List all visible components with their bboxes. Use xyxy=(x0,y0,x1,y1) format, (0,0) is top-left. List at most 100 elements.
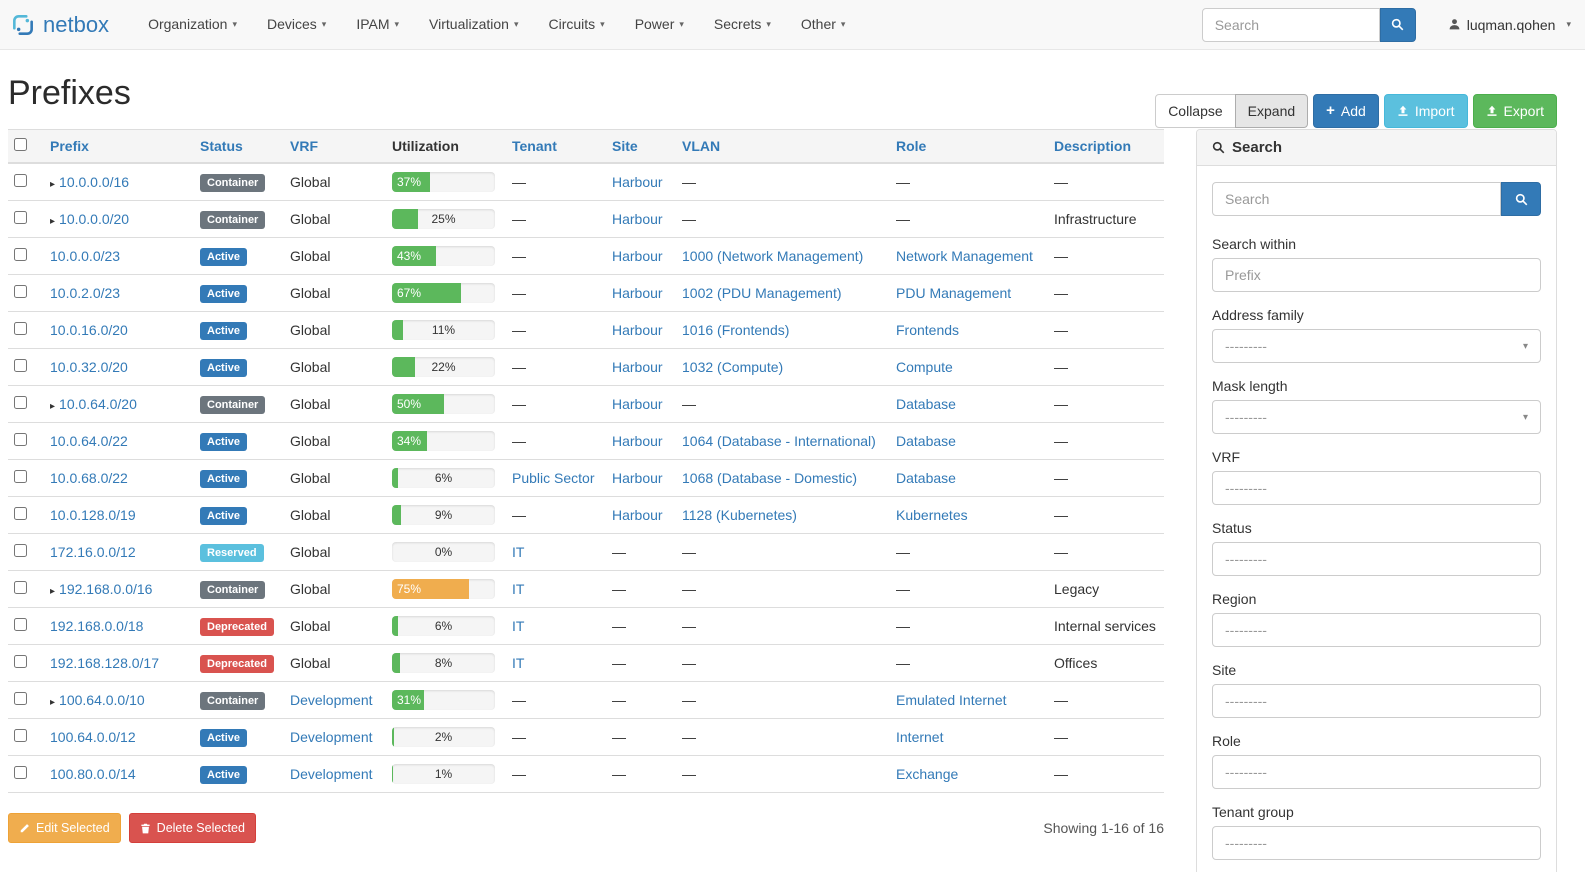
prefix-link[interactable]: 100.64.0.0/12 xyxy=(50,729,136,745)
column-header-site[interactable]: Site xyxy=(606,129,676,164)
nav-menu-power[interactable]: Power ▾ xyxy=(634,15,684,32)
prefix-link[interactable]: 10.0.32.0/20 xyxy=(50,359,128,375)
vrf-link[interactable]: Development xyxy=(290,766,373,782)
nav-menu-virtualization[interactable]: Virtualization ▾ xyxy=(429,15,519,32)
filter-input-search-within[interactable] xyxy=(1212,258,1541,292)
prefix-link[interactable]: 192.168.0.0/16 xyxy=(59,581,153,597)
nav-menu-organization[interactable]: Organization ▾ xyxy=(148,15,237,32)
filter-select-site[interactable]: --------- xyxy=(1212,684,1541,718)
tenant-link[interactable]: IT xyxy=(512,581,525,597)
site-link[interactable]: Harbour xyxy=(612,211,663,227)
prefix-link[interactable]: 10.0.2.0/23 xyxy=(50,285,121,301)
prefix-link[interactable]: 192.168.0.0/18 xyxy=(50,618,144,634)
row-checkbox[interactable] xyxy=(14,766,27,779)
row-checkbox[interactable] xyxy=(14,618,27,631)
prefix-link[interactable]: 10.0.0.0/23 xyxy=(50,248,121,264)
expand-children-icon[interactable]: ▸ xyxy=(50,179,56,190)
role-link[interactable]: Database xyxy=(896,470,956,486)
site-link[interactable]: Harbour xyxy=(612,396,663,412)
vrf-link[interactable]: Development xyxy=(290,692,373,708)
column-header-prefix[interactable]: Prefix xyxy=(44,129,194,164)
role-link[interactable]: Exchange xyxy=(896,766,959,782)
row-checkbox[interactable] xyxy=(14,248,27,261)
row-checkbox[interactable] xyxy=(14,507,27,520)
prefix-link[interactable]: 10.0.0.0/16 xyxy=(59,174,130,190)
row-checkbox[interactable] xyxy=(14,285,27,298)
role-link[interactable]: Frontends xyxy=(896,322,960,338)
navbar-search-button[interactable] xyxy=(1379,7,1416,42)
row-checkbox[interactable] xyxy=(14,359,27,372)
sidebar-search-button[interactable] xyxy=(1501,182,1541,216)
prefix-link[interactable]: 100.64.0.0/10 xyxy=(59,692,145,708)
delete-selected-button[interactable]: Delete Selected xyxy=(128,813,256,843)
role-link[interactable]: Network Management xyxy=(896,248,1033,264)
row-checkbox[interactable] xyxy=(14,174,27,187)
site-link[interactable]: Harbour xyxy=(612,248,663,264)
nav-menu-devices[interactable]: Devices ▾ xyxy=(266,15,327,32)
vlan-link[interactable]: 1128 (Kubernetes) xyxy=(682,507,797,523)
row-checkbox[interactable] xyxy=(14,729,27,742)
prefix-link[interactable]: 10.0.16.0/20 xyxy=(50,322,128,338)
column-header-description[interactable]: Description xyxy=(1048,129,1164,164)
column-header-status[interactable]: Status xyxy=(194,129,284,164)
prefix-link[interactable]: 172.16.0.0/12 xyxy=(50,544,136,560)
site-link[interactable]: Harbour xyxy=(612,507,663,523)
user-menu[interactable]: luqman.qohen ▾ xyxy=(1448,17,1571,33)
expand-children-icon[interactable]: ▸ xyxy=(50,586,56,597)
role-link[interactable]: Database xyxy=(896,396,956,412)
row-checkbox[interactable] xyxy=(14,322,27,335)
tenant-link[interactable]: IT xyxy=(512,618,525,634)
navbar-search-input[interactable] xyxy=(1201,7,1380,42)
tenant-link[interactable]: IT xyxy=(512,655,525,671)
filter-select-mask-length[interactable]: --------- ▾ xyxy=(1212,400,1541,434)
site-link[interactable]: Harbour xyxy=(612,174,663,190)
column-header-vrf[interactable]: VRF xyxy=(284,129,386,164)
site-link[interactable]: Harbour xyxy=(612,433,663,449)
role-link[interactable]: Emulated Internet xyxy=(896,692,1007,708)
filter-select-status[interactable]: --------- xyxy=(1212,542,1541,576)
role-link[interactable]: Internet xyxy=(896,729,944,745)
role-link[interactable]: Database xyxy=(896,433,956,449)
vlan-link[interactable]: 1068 (Database - Domestic) xyxy=(682,470,858,486)
export-button[interactable]: Export xyxy=(1472,94,1557,128)
role-link[interactable]: Kubernetes xyxy=(896,507,968,523)
expand-children-icon[interactable]: ▸ xyxy=(50,401,56,412)
filter-select-tenant-group[interactable]: --------- xyxy=(1212,826,1541,860)
row-checkbox[interactable] xyxy=(14,692,27,705)
expand-children-icon[interactable]: ▸ xyxy=(50,216,56,227)
tenant-link[interactable]: Public Sector xyxy=(512,470,595,486)
edit-selected-button[interactable]: Edit Selected xyxy=(8,813,121,843)
site-link[interactable]: Harbour xyxy=(612,285,663,301)
collapse-button[interactable]: Collapse xyxy=(1155,94,1236,128)
site-link[interactable]: Harbour xyxy=(612,470,663,486)
prefix-link[interactable]: 192.168.128.0/17 xyxy=(50,655,159,671)
tenant-link[interactable]: IT xyxy=(512,544,525,560)
filter-select-region[interactable]: --------- xyxy=(1212,613,1541,647)
row-checkbox[interactable] xyxy=(14,470,27,483)
sidebar-search-input[interactable] xyxy=(1212,182,1501,216)
role-link[interactable]: Compute xyxy=(896,359,953,375)
vlan-link[interactable]: 1064 (Database - International) xyxy=(682,433,876,449)
expand-children-icon[interactable]: ▸ xyxy=(50,697,56,708)
row-checkbox[interactable] xyxy=(14,211,27,224)
row-checkbox[interactable] xyxy=(14,544,27,557)
netbox-brand[interactable]: netbox xyxy=(10,12,109,38)
prefix-link[interactable]: 100.80.0.0/14 xyxy=(50,766,136,782)
row-checkbox[interactable] xyxy=(14,655,27,668)
prefix-link[interactable]: 10.0.68.0/22 xyxy=(50,470,128,486)
nav-menu-secrets[interactable]: Secrets ▾ xyxy=(713,15,771,32)
filter-select-address-family[interactable]: --------- ▾ xyxy=(1212,329,1541,363)
row-checkbox[interactable] xyxy=(14,396,27,409)
filter-select-role[interactable]: --------- xyxy=(1212,755,1541,789)
add-button[interactable]: + Add xyxy=(1313,94,1379,128)
column-header-role[interactable]: Role xyxy=(890,129,1048,164)
site-link[interactable]: Harbour xyxy=(612,359,663,375)
vlan-link[interactable]: 1032 (Compute) xyxy=(682,359,784,375)
vrf-link[interactable]: Development xyxy=(290,729,373,745)
expand-button[interactable]: Expand xyxy=(1234,94,1309,128)
nav-menu-circuits[interactable]: Circuits ▾ xyxy=(548,15,605,32)
nav-menu-other[interactable]: Other ▾ xyxy=(800,15,846,32)
filter-select-vrf[interactable]: --------- xyxy=(1212,471,1541,505)
prefix-link[interactable]: 10.0.128.0/19 xyxy=(50,507,136,523)
prefix-link[interactable]: 10.0.64.0/22 xyxy=(50,433,128,449)
